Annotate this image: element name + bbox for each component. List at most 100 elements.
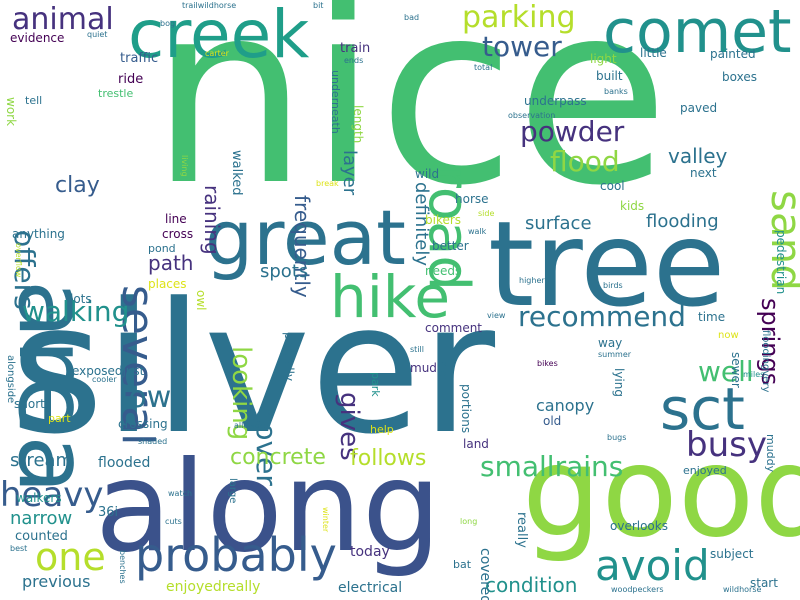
- word-animal: animal: [12, 2, 114, 37]
- word-previous: previous: [22, 572, 91, 591]
- word-electrical: electrical: [338, 580, 403, 596]
- word-start: start: [750, 576, 778, 590]
- word-one: one: [35, 535, 106, 579]
- word-underneath: underneath: [329, 70, 342, 134]
- word-cross: cross: [162, 227, 194, 241]
- word-bikers: bikers: [425, 213, 462, 227]
- word-break: break: [316, 179, 339, 188]
- word-shaded: shaded: [138, 437, 168, 446]
- word-carter: carter: [205, 49, 229, 58]
- word-bikes: bikes: [537, 359, 558, 368]
- word-recommend: recommend: [518, 300, 686, 333]
- word-counted: counted: [15, 529, 68, 544]
- word-cuts: cuts: [165, 517, 182, 526]
- word-miles: miles: [743, 370, 765, 379]
- word-trailwildhorse: trailwildhorse: [182, 1, 237, 10]
- word-old: old: [543, 414, 562, 428]
- word-needs: needs: [425, 264, 462, 278]
- word-tell: tell: [25, 94, 43, 107]
- word-way: way: [598, 336, 623, 350]
- word-sct: sct: [660, 375, 745, 443]
- word-benches: benches: [118, 550, 127, 584]
- word-powder: powder: [520, 115, 625, 148]
- word-time: time: [698, 310, 726, 324]
- word-crossing: crossing: [118, 417, 168, 431]
- word-sewer: sewer: [729, 352, 743, 388]
- word-frequently: frequently: [290, 195, 314, 298]
- word-boxes: boxes: [722, 70, 757, 84]
- word-work: work: [4, 97, 18, 127]
- word-alongside: alongside: [5, 355, 16, 404]
- word-busy: busy: [686, 425, 767, 465]
- word-living: living: [180, 155, 189, 177]
- word-valley: valley: [668, 144, 728, 168]
- word-flood: flood: [550, 145, 620, 178]
- word-floodingvery: floodingvery: [760, 330, 771, 393]
- word-painted: painted: [710, 47, 756, 61]
- word-little: little: [640, 46, 667, 60]
- word-raining: raining: [200, 185, 224, 255]
- word-ends: ends: [344, 56, 364, 65]
- word-bad: bad: [404, 13, 420, 22]
- word-today: today: [350, 544, 390, 560]
- word-portions: portions: [459, 384, 473, 434]
- word-anything: anything: [12, 227, 65, 241]
- word-ride: ride: [118, 72, 144, 87]
- word-path: path: [148, 251, 194, 275]
- word-help: help: [370, 423, 394, 436]
- word-side: side: [478, 209, 495, 218]
- word-summer: summer: [598, 350, 632, 359]
- word-covered: covered: [477, 548, 493, 600]
- word-stream: stream: [10, 450, 74, 471]
- word-total: total: [474, 63, 493, 72]
- word-winter: winter: [321, 507, 330, 533]
- word-lying: lying: [612, 368, 626, 397]
- word-hike: hike: [330, 263, 451, 331]
- word-good: good: [522, 420, 800, 565]
- word-clay: clay: [55, 173, 100, 198]
- word-wild: wild: [415, 167, 440, 181]
- word-lots: lots: [70, 292, 92, 306]
- word-36i: 36i: [98, 505, 119, 520]
- word-now: now: [718, 330, 739, 341]
- word-walking: walking: [22, 295, 130, 328]
- word-overflow: overflow: [14, 243, 23, 278]
- word-follows: follows: [350, 446, 427, 471]
- word-parking: parking: [462, 0, 576, 35]
- word-banks: banks: [604, 87, 628, 96]
- word-trestle: trestle: [98, 87, 134, 100]
- word-nice: nice: [150, 0, 670, 240]
- word-comment: comment: [425, 321, 483, 335]
- word-mud: mud: [410, 361, 437, 375]
- word-spots: spots: [260, 261, 309, 282]
- word-well: well: [698, 355, 754, 388]
- word-underpass: underpass: [524, 94, 587, 108]
- word-creek: creek: [128, 0, 310, 73]
- word-layer: layer: [339, 150, 360, 196]
- word-bugs: bugs: [607, 433, 627, 442]
- word-flooding: flooding: [646, 211, 719, 232]
- word-muddy: muddy: [764, 434, 777, 473]
- word-length: length: [351, 105, 365, 144]
- word-part: part: [48, 412, 71, 425]
- word-narrow: narrow: [10, 508, 73, 529]
- word-walkers: walkers: [16, 491, 62, 505]
- word-paved: paved: [680, 101, 718, 115]
- word-walked: walked: [229, 150, 244, 196]
- word-built: built: [596, 69, 623, 83]
- word-large: large: [227, 478, 238, 504]
- word-along: along: [95, 435, 442, 580]
- word-silver: silver: [10, 265, 496, 474]
- word-enjoyed: enjoyed: [683, 464, 727, 477]
- word-surface: surface: [525, 213, 592, 234]
- word-low: low: [120, 380, 172, 415]
- word-subject: subject: [710, 547, 754, 561]
- word-concrete: concrete: [230, 445, 326, 470]
- word-pedestrian: pedestrian: [774, 230, 788, 295]
- word-higher: higher: [519, 276, 545, 285]
- word-enjoyedreally: enjoyedreally: [166, 579, 261, 595]
- word-best: best: [10, 544, 28, 553]
- word-woodpeckers: woodpeckers: [611, 585, 664, 594]
- word-better: better: [432, 239, 469, 253]
